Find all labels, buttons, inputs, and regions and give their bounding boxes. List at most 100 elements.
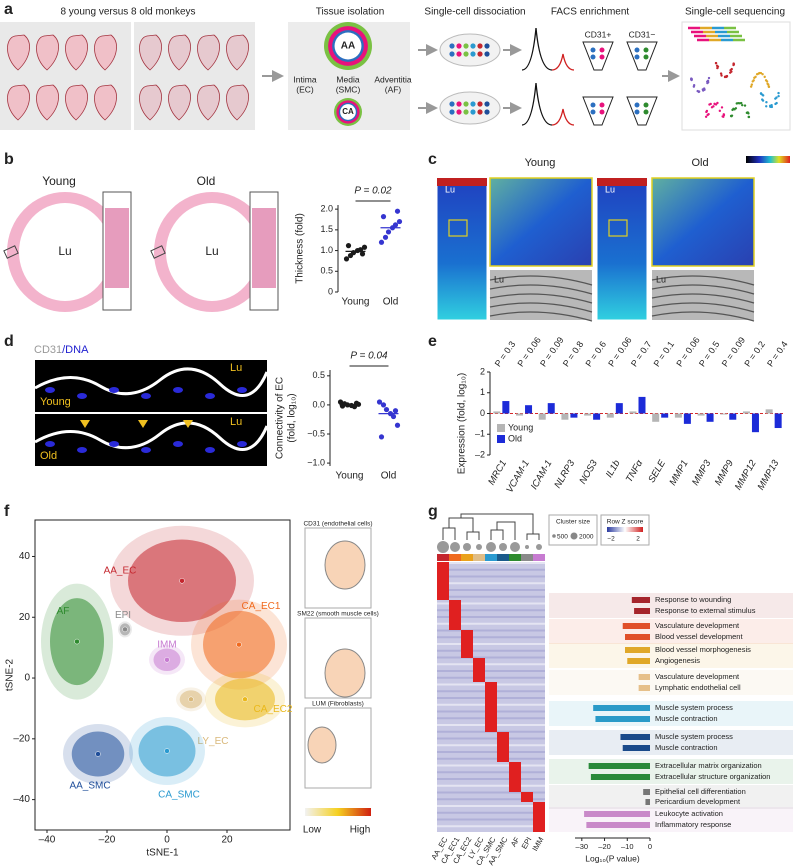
histology-inset xyxy=(252,208,276,288)
x-tick-label: MRC1 xyxy=(486,458,509,487)
cell-icon xyxy=(484,101,490,107)
ec-lining xyxy=(34,421,269,451)
y-tick-label: 40 xyxy=(19,551,31,562)
nucleus xyxy=(45,387,55,393)
cluster-label: CA_EC2 xyxy=(254,704,293,715)
p-value: P = 0.02 xyxy=(354,186,392,197)
group-label: Young xyxy=(40,396,71,408)
data-point xyxy=(345,243,352,249)
cell-icon xyxy=(751,80,754,83)
x-tick-label: ICAM-1 xyxy=(529,458,555,491)
data-point xyxy=(378,434,385,440)
cell-icon xyxy=(634,102,640,108)
cluster-label: LY_EC xyxy=(198,736,229,747)
tube xyxy=(626,41,658,71)
nucleus xyxy=(141,393,151,399)
heatmap-block xyxy=(521,792,533,802)
inset-frame xyxy=(304,617,372,699)
term-label: Response to external stimulus xyxy=(655,606,756,615)
heatmap-noise xyxy=(437,811,545,814)
y-tick-label: 0 xyxy=(480,408,485,418)
layer-label: (SMC) xyxy=(336,84,361,94)
cell-icon xyxy=(714,103,718,106)
stain-cd31: CD31 xyxy=(34,344,62,356)
nucleus xyxy=(77,447,87,453)
heart xyxy=(7,34,30,71)
plot-frame xyxy=(34,519,291,831)
legend-label: Old xyxy=(508,433,522,443)
nucleus xyxy=(77,393,87,399)
data-point xyxy=(376,399,383,405)
facs-peak xyxy=(521,27,553,71)
em-texture xyxy=(651,284,755,295)
lumen-band xyxy=(597,178,647,186)
cell-icon xyxy=(449,101,455,107)
cell-icon xyxy=(706,81,709,85)
y-axis-label: Expression (fold, log₁₀) xyxy=(457,373,468,474)
cell-icon xyxy=(590,47,596,53)
bar xyxy=(645,799,650,805)
bar xyxy=(643,789,650,795)
cell-icon xyxy=(599,54,605,60)
legend-label: Young xyxy=(508,422,533,432)
cell-icon xyxy=(484,51,490,57)
histology-inset xyxy=(105,208,129,288)
colorbar xyxy=(746,156,790,163)
nucleus xyxy=(141,447,151,453)
lumen-label: Lu xyxy=(605,184,615,194)
bar xyxy=(729,413,737,420)
lumen-label: Lu xyxy=(58,244,71,258)
group-label: Young xyxy=(42,174,76,188)
cell-icon xyxy=(761,72,764,76)
size-label: 2000 xyxy=(579,534,594,541)
cell-icon xyxy=(599,109,605,115)
cell-icon xyxy=(737,101,740,105)
bar xyxy=(538,413,546,420)
vessel-layer xyxy=(340,104,356,120)
expression-region xyxy=(324,648,366,698)
cell-icon xyxy=(706,113,709,117)
region-box xyxy=(150,245,166,259)
dish xyxy=(439,91,501,125)
heart xyxy=(226,84,249,121)
p-value: P = 0.1 xyxy=(652,339,677,368)
x-tick-label: Old xyxy=(381,471,397,482)
x-tick-label: –20 xyxy=(99,835,116,846)
term-label: Leukocyte activation xyxy=(655,809,723,818)
heatmap-noise xyxy=(437,622,545,625)
bar xyxy=(516,413,524,416)
x-tick-label: 0 xyxy=(164,835,170,846)
step-title: Tissue isolation xyxy=(316,7,385,18)
cluster-size xyxy=(510,542,520,552)
heatmap-noise xyxy=(437,744,545,747)
bar xyxy=(595,716,650,722)
x-tick-label: NLRP3 xyxy=(552,458,577,491)
heatmap-block xyxy=(449,600,461,630)
panel-letter: f xyxy=(4,503,10,520)
cluster-centroid xyxy=(95,751,101,757)
p-value: P = 0.3 xyxy=(493,339,518,368)
bar xyxy=(625,634,650,640)
cluster-size xyxy=(536,544,542,550)
heart xyxy=(197,84,220,121)
y-tick-label: –20 xyxy=(13,733,30,744)
colorbar-label: High xyxy=(350,825,371,836)
x-tick-label: TNFα xyxy=(624,458,646,485)
inset-title: SM22 (smooth muscle cells) xyxy=(297,611,379,618)
facs-peak xyxy=(551,53,575,71)
cell-icon xyxy=(763,75,766,79)
lumen xyxy=(166,203,258,301)
volume-image xyxy=(436,177,488,321)
arrowhead xyxy=(138,420,148,428)
y-tick-label: 2.0 xyxy=(320,204,333,214)
tube xyxy=(582,41,614,71)
cell-icon xyxy=(643,47,649,53)
data-point xyxy=(392,408,399,414)
cell-icon xyxy=(590,54,596,60)
cell-icon xyxy=(449,51,455,57)
term-label: Pericardium development xyxy=(655,797,741,806)
cell-icon xyxy=(732,63,736,66)
heatmap-block xyxy=(497,732,509,762)
cell-icon xyxy=(477,43,483,49)
bar xyxy=(634,608,650,614)
